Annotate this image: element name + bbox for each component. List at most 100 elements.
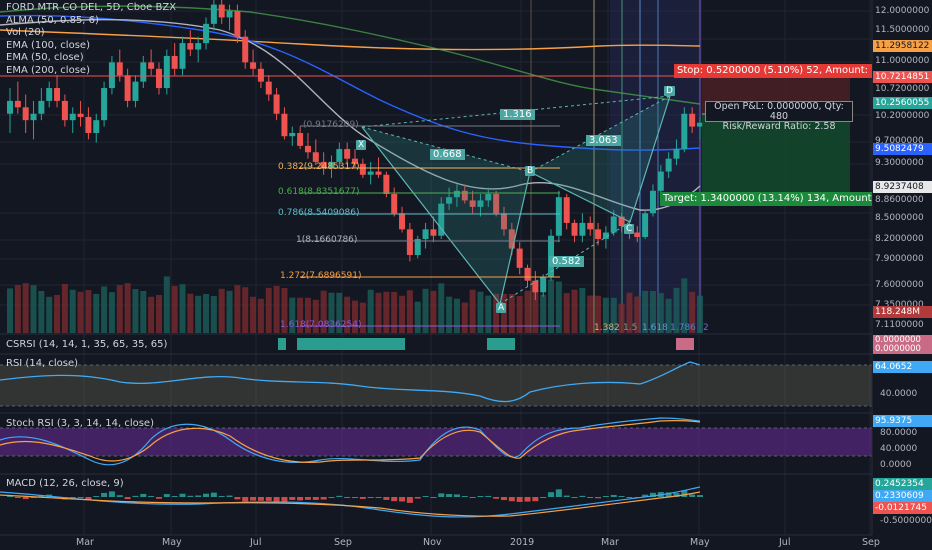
ratio-bd: 3.063 <box>586 135 621 146</box>
rsi-badge: 64.0652 <box>873 361 932 373</box>
volume-bar <box>446 296 453 333</box>
macd-histogram-bar <box>179 493 186 497</box>
volume-bar <box>312 299 319 333</box>
volume-bar <box>461 302 468 333</box>
macd-histogram-bar <box>304 497 311 500</box>
price-tick: 11.5000000 <box>875 25 930 35</box>
macd-histogram-bar <box>508 497 515 502</box>
time-label: Jul <box>250 537 262 548</box>
macd-histogram-bar <box>367 497 374 498</box>
fib-label-1272: 1.272(7.6896591) <box>280 271 362 281</box>
volume-bar <box>508 294 515 333</box>
volume-bar <box>320 290 327 333</box>
csrsi-blocks <box>278 338 694 350</box>
macd-histogram-bar <box>77 497 84 498</box>
pnl-box[interactable]: Open P&L: 0.0000000, Qty: 480 Risk/Rewar… <box>705 101 853 132</box>
volume-bar <box>203 294 210 333</box>
candle-body <box>179 43 186 69</box>
macd-badge-signal: -0.0121745 <box>873 502 932 514</box>
macd-histogram-bar <box>681 490 688 497</box>
macd-histogram-bar <box>469 497 476 498</box>
candle-body <box>108 62 115 89</box>
fib-label-1618: 1.618(7.0836254) <box>280 320 362 330</box>
volume-bar <box>697 295 703 333</box>
volume-bar <box>689 291 696 333</box>
macd-histogram-bar <box>461 496 468 497</box>
signal-line <box>0 491 701 517</box>
rsi-tick: 40.0000 <box>880 389 918 399</box>
macd-histogram-bar <box>689 494 696 497</box>
volume-bar <box>555 281 562 333</box>
fib-label-1: 1(8.1660786) <box>296 235 358 245</box>
price-tick: 12.0000000 <box>875 6 930 16</box>
candle-body <box>391 194 398 214</box>
candle-body <box>383 174 390 195</box>
macd-histogram-bar <box>320 497 327 500</box>
macd-histogram-bar <box>430 497 437 498</box>
volume-bar <box>673 287 680 333</box>
candle-body <box>673 149 680 159</box>
volume-bars <box>7 276 703 333</box>
time-fib-1618: 1.618 <box>642 323 668 333</box>
stop-label[interactable]: Stop: 0.5200000 (5.10%) 52, Amount: 750 <box>674 64 872 78</box>
volume-bar <box>140 291 147 333</box>
time-label: Jul <box>779 537 791 548</box>
time-highlight-band <box>610 0 702 333</box>
macd-badge-macd: 0.2330609 <box>873 490 932 502</box>
volume-bar <box>406 290 413 333</box>
volume-bar <box>563 293 570 333</box>
macd-histogram-bar <box>438 493 445 497</box>
volume-bar <box>649 291 656 333</box>
macd-histogram-bar <box>673 493 680 497</box>
alma-line <box>0 18 701 211</box>
volume-bar <box>93 293 100 333</box>
badge-stop: 10.7214851 <box>873 71 932 83</box>
macd-histogram-bar <box>218 495 225 497</box>
price-axis[interactable] <box>872 0 932 550</box>
price-tick: 7.6000000 <box>875 280 924 290</box>
candle-body <box>689 113 696 127</box>
macd-histogram-bar <box>446 494 453 497</box>
macd-histogram-bar <box>540 497 547 498</box>
macd-histogram-bar <box>579 495 586 497</box>
symbol-title: FORD MTR CO DEL, 5D, Cboe BZX <box>6 2 177 13</box>
volume-bar <box>352 300 358 333</box>
time-label: 2019 <box>510 537 535 548</box>
macd-histogram-bar <box>406 497 413 503</box>
volume-bar <box>7 288 13 333</box>
candle-body <box>618 216 625 227</box>
candle-body <box>14 100 21 108</box>
fib-lines <box>300 125 560 327</box>
candle-body <box>438 203 445 236</box>
volume-bar <box>524 290 531 333</box>
candle-body <box>642 213 649 238</box>
point-b-label: B <box>525 166 536 176</box>
target-label[interactable]: Target: 1.3400000 (13.14%) 134, Amount: … <box>660 192 872 206</box>
volume-bar <box>265 287 272 333</box>
candle-body <box>155 68 162 89</box>
volume-bar <box>344 296 351 333</box>
csrsi-badge-1: 0.0000000 <box>873 335 932 345</box>
candle-body <box>30 113 37 121</box>
macd-histogram-bar <box>697 495 703 497</box>
stoch-levels <box>0 427 872 457</box>
price-tick: 8.5000000 <box>875 213 924 223</box>
candle-body <box>203 23 210 44</box>
candle-body <box>524 267 531 281</box>
point-c-label: C <box>624 224 635 234</box>
candle-body <box>210 4 217 24</box>
candle-body <box>304 145 311 153</box>
volume-bar <box>414 301 421 333</box>
macd-line <box>0 486 701 518</box>
volume-bar <box>69 289 76 333</box>
csrsi-title: CSRSI (14, 14, 1, 35, 65, 35, 65) <box>6 339 168 350</box>
macd-histogram-bar <box>108 491 115 497</box>
pnl-line: Open P&L: 0.0000000, Qty: 480 <box>714 101 844 122</box>
time-axis[interactable]: Mar May Jul Sep Nov 2019 Mar May Jul Sep <box>0 536 932 550</box>
candle-body <box>540 277 547 293</box>
candle-body <box>500 213 507 230</box>
candle-body <box>595 229 602 239</box>
macd-histogram-bar <box>500 497 507 501</box>
volume-bar <box>108 292 115 333</box>
